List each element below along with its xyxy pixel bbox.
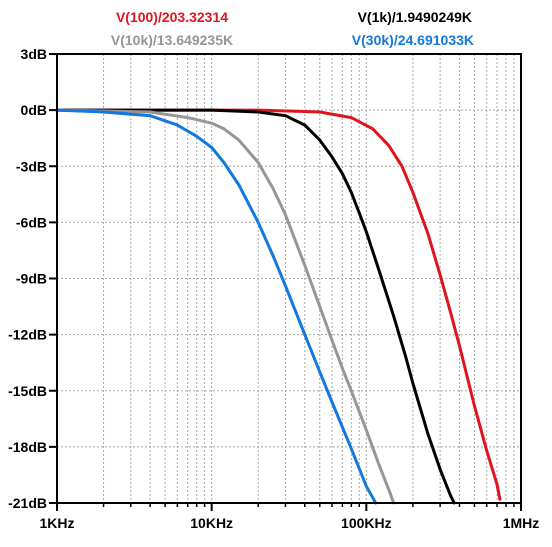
y-axis: 3dB 0dB -3dB -6dB -9dB -12dB -15dB -18dB -21dB — [8, 46, 57, 511]
y-tick-label: -18dB — [8, 439, 47, 455]
x-tick-label: 100KHz — [341, 515, 392, 531]
series-line-1 — [55, 108, 456, 505]
y-tick-label: 0dB — [21, 102, 47, 118]
series-line-0 — [55, 108, 502, 501]
x-tick-label: 1MHz — [503, 515, 540, 531]
x-tick-label: 10KHz — [190, 515, 233, 531]
y-tick-label: -9dB — [16, 271, 47, 287]
legend: V(100)/203.32314 V(1k)/1.9490249K V(10k)/1… — [111, 9, 474, 48]
y-tick-label: -3dB — [16, 158, 47, 174]
y-tick-label: 3dB — [21, 46, 47, 62]
legend-label-0: V(100)/203.32314 — [116, 9, 228, 25]
series-line-2 — [55, 108, 396, 505]
x-axis: 1KHz 10KHz 100KHz 1MHz — [39, 503, 539, 531]
y-tick-label: -6dB — [16, 214, 47, 230]
series-group — [55, 108, 502, 505]
grid — [57, 54, 521, 503]
y-tick-label: -15dB — [8, 383, 47, 399]
legend-label-3: V(30k)/24.691033K — [352, 32, 474, 48]
legend-label-2: V(10k)/13.649235K — [111, 32, 233, 48]
legend-label-1: V(1k)/1.9490249K — [358, 9, 472, 25]
series-line-3 — [55, 108, 378, 505]
y-tick-label: -21dB — [8, 495, 47, 511]
y-tick-label: -12dB — [8, 327, 47, 343]
x-tick-label: 1KHz — [39, 515, 74, 531]
